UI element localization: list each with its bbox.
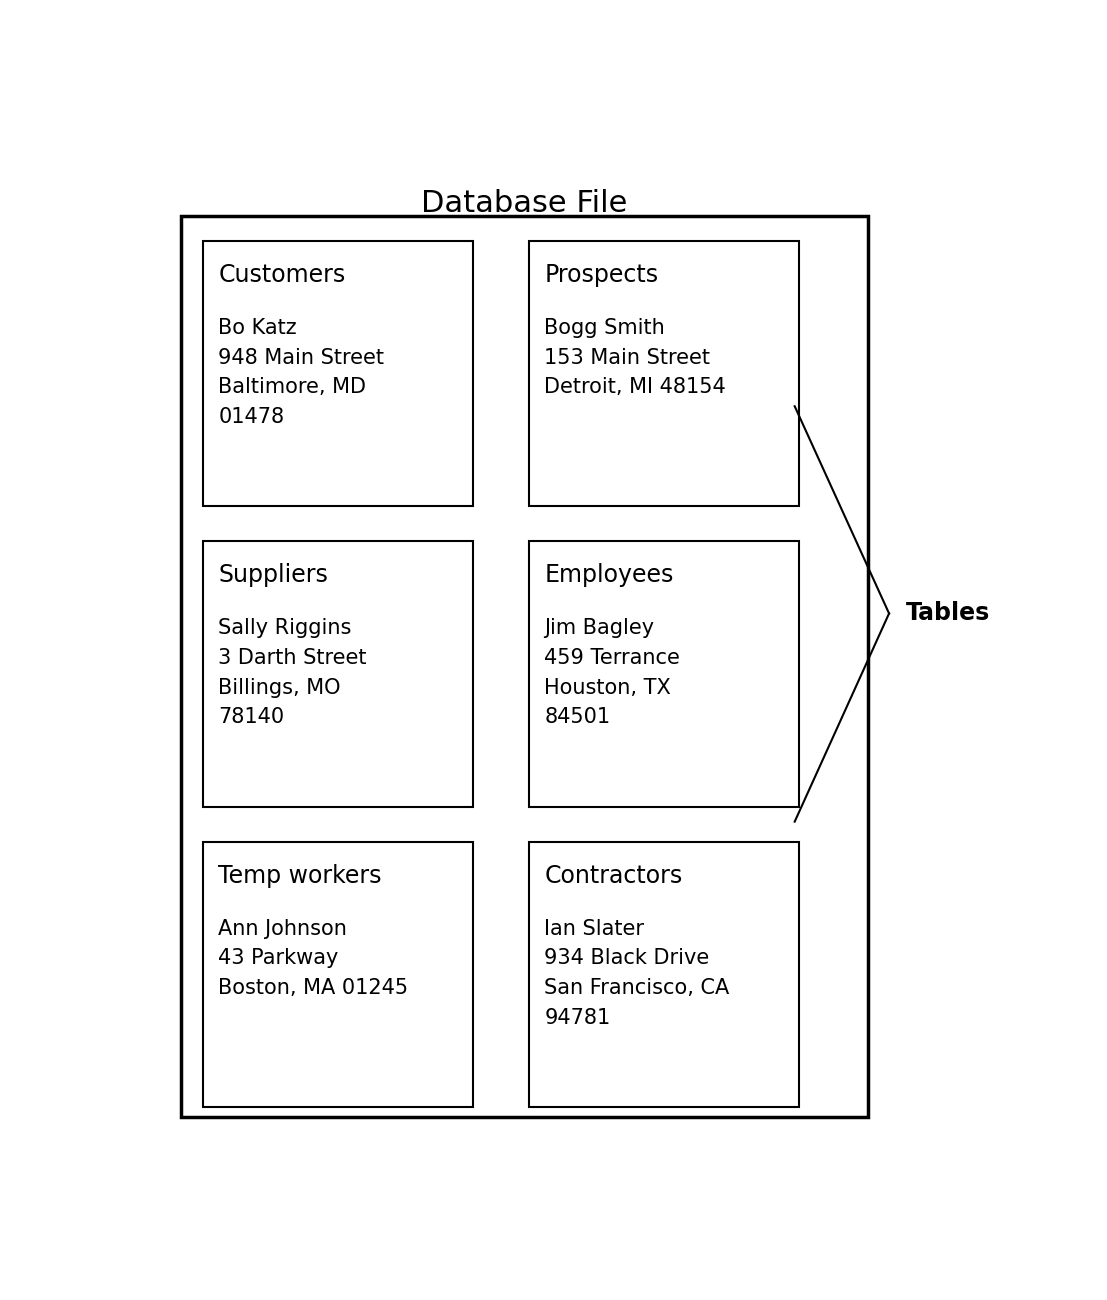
Text: Prospects: Prospects <box>545 263 659 287</box>
Bar <box>203 841 473 1108</box>
Text: Tables: Tables <box>907 602 991 625</box>
Bar <box>529 541 799 806</box>
Bar <box>203 240 473 507</box>
Text: Suppliers: Suppliers <box>218 563 328 588</box>
Text: Bo Katz
948 Main Street
Baltimore, MD
01478: Bo Katz 948 Main Street Baltimore, MD 01… <box>218 318 384 426</box>
Text: Temp workers: Temp workers <box>218 863 382 888</box>
Text: Bogg Smith
153 Main Street
Detroit, MI 48154: Bogg Smith 153 Main Street Detroit, MI 4… <box>545 318 726 398</box>
Text: Jim Bagley
459 Terrance
Houston, TX
84501: Jim Bagley 459 Terrance Houston, TX 8450… <box>545 619 680 727</box>
Text: Customers: Customers <box>218 263 345 287</box>
Bar <box>203 541 473 806</box>
Text: Ann Johnson
43 Parkway
Boston, MA 01245: Ann Johnson 43 Parkway Boston, MA 01245 <box>218 919 408 998</box>
Text: Employees: Employees <box>545 563 673 588</box>
Text: Ian Slater
934 Black Drive
San Francisco, CA
94781: Ian Slater 934 Black Drive San Francisco… <box>545 919 730 1027</box>
Bar <box>529 841 799 1108</box>
Text: Sally Riggins
3 Darth Street
Billings, MO
78140: Sally Riggins 3 Darth Street Billings, M… <box>218 619 366 727</box>
Bar <box>529 240 799 507</box>
Text: Contractors: Contractors <box>545 863 682 888</box>
Bar <box>182 216 868 1117</box>
Text: Database File: Database File <box>422 188 628 218</box>
